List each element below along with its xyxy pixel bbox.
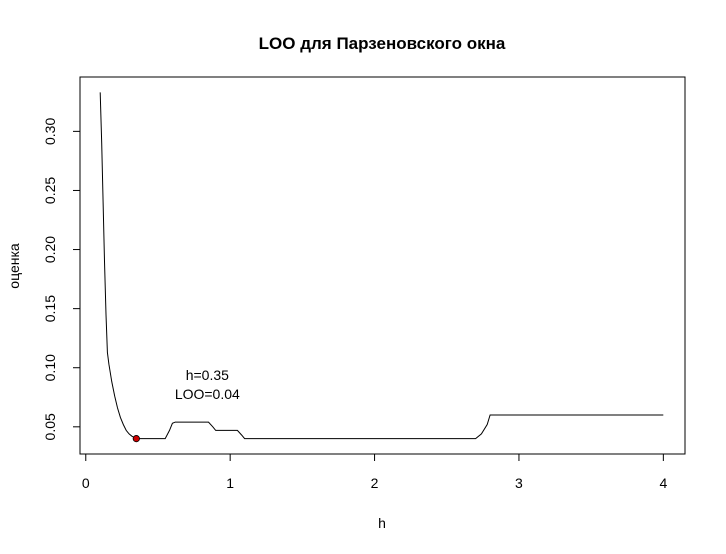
plot-frame	[79, 76, 686, 455]
annotation-loo-value: LOO=0.04	[175, 386, 240, 402]
series-line-loo	[99, 92, 664, 440]
x-axis-label: h	[378, 515, 386, 531]
chart-title: LOO для Парзеновского окна	[259, 34, 506, 53]
x-tick-label: 0	[82, 475, 90, 491]
y-tick-label: 0.30	[42, 118, 58, 145]
y-tick-label: 0.10	[42, 354, 58, 381]
y-tick-label: 0.25	[42, 177, 58, 204]
x-tick-label: 4	[659, 475, 667, 491]
y-tick-label: 0.05	[42, 413, 58, 440]
y-axis-label: оценка	[6, 243, 22, 289]
x-tick-label: 2	[371, 475, 379, 491]
y-tick-label: 0.20	[42, 236, 58, 263]
annotation-h-value: h=0.35	[186, 367, 229, 383]
x-axis: 0 1 2 3 4	[82, 453, 667, 491]
y-tick-label: 0.15	[42, 295, 58, 322]
x-tick-label: 1	[226, 475, 234, 491]
y-axis: 0.05 0.10 0.15 0.20 0.25 0.30	[42, 118, 81, 440]
minimum-point-marker	[132, 435, 140, 443]
x-tick-label: 3	[515, 475, 523, 491]
